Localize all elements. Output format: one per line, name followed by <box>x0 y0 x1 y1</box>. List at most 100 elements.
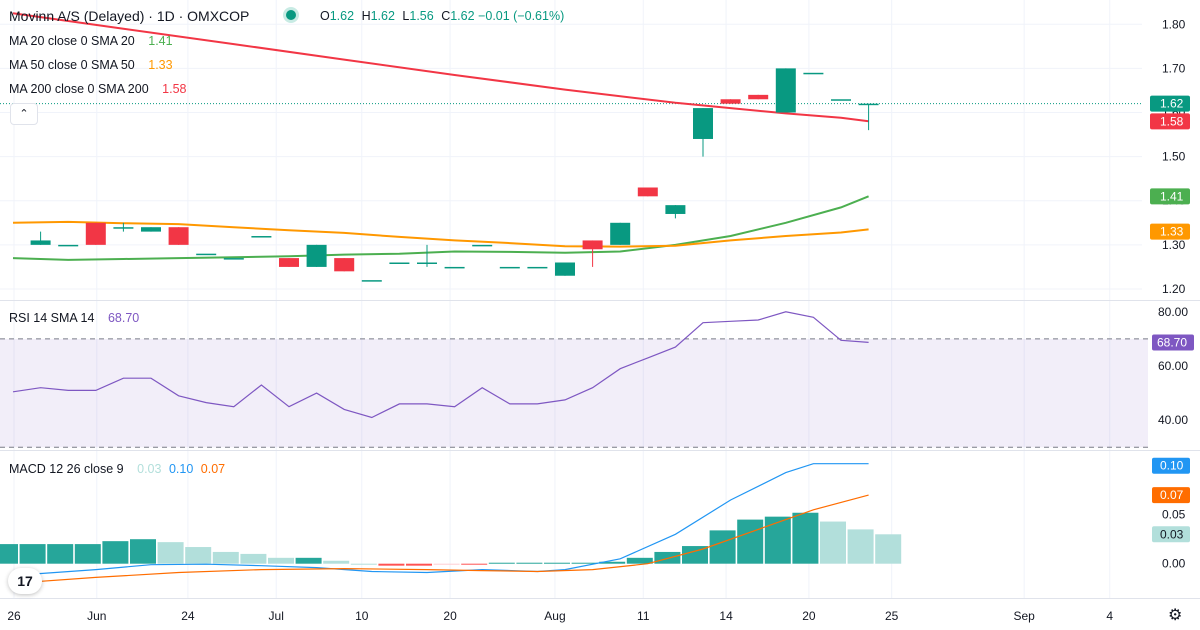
macd-line <box>12 494 869 584</box>
ohlc-readout: O1.62 H1.62 L1.56 C1.62 −0.01 (−0.61%) <box>316 9 564 23</box>
candle-body <box>803 72 824 75</box>
macd-histogram-bar <box>654 551 681 564</box>
time-axis-label: Sep <box>1013 609 1035 623</box>
macd-histogram-bar <box>792 512 819 564</box>
macd-histogram-bar <box>737 519 764 564</box>
rsi-axis-tick: 40.00 <box>1158 413 1188 427</box>
price-axis-label: 1.33 <box>1160 225 1184 239</box>
time-axis-label: 10 <box>355 609 369 623</box>
high-label: H <box>361 9 371 23</box>
candle-body <box>693 108 713 139</box>
change-value: −0.01 (−0.61%) <box>478 9 565 23</box>
time-axis-label: 14 <box>719 609 733 623</box>
candle-body <box>720 99 741 104</box>
macd-value-label-bg <box>1152 487 1190 504</box>
rsi-axis-tick: 60.00 <box>1158 359 1188 373</box>
price-axis-tick: 1.80 <box>1162 17 1186 31</box>
rsi-band-fill <box>0 338 1148 448</box>
close-value: 1.62 <box>450 9 475 23</box>
macd-histogram-bar <box>74 544 101 564</box>
candle-body <box>361 280 382 282</box>
candle-body <box>417 262 437 264</box>
candle-body <box>279 258 299 267</box>
rsi-axis-tick: 80.00 <box>1158 305 1188 319</box>
macd-histogram-bar <box>764 516 791 564</box>
macd-histogram-bar <box>323 560 350 564</box>
ma50-legend[interactable]: MA 50 close 0 SMA 50 1.33 <box>9 57 177 73</box>
chevron-up-icon[interactable]: ⌃ <box>10 103 38 125</box>
macd-histogram-bar <box>130 539 156 564</box>
price-axis-tick: 1.20 <box>1162 282 1186 296</box>
candle-body <box>389 262 410 264</box>
tradingview-logo[interactable]: 17 <box>8 568 42 594</box>
candle-body <box>527 266 548 269</box>
price-axis-label-bg <box>1150 188 1190 205</box>
gear-icon[interactable]: ⚙ <box>1168 607 1183 624</box>
price-axis-label: 1.41 <box>1160 189 1184 203</box>
candle-body <box>665 205 686 214</box>
time-axis-label: 11 <box>637 609 650 623</box>
macd-axis-tick: 0.05 <box>1162 508 1186 522</box>
macd-histogram-bar <box>626 557 653 564</box>
open-label: O <box>320 9 330 23</box>
macd-histogram-bar <box>433 563 460 565</box>
candle-body <box>610 222 631 245</box>
price-axis-label-bg <box>1150 95 1190 112</box>
low-value: 1.56 <box>409 9 434 23</box>
ma-line <box>12 12 869 123</box>
ma20-legend-value: 1.41 <box>148 34 173 48</box>
candle-body <box>113 227 134 229</box>
macd-axis-tick: 0.00 <box>1162 557 1186 571</box>
rsi-legend-label: RSI 14 SMA 14 <box>9 311 95 325</box>
ma20-legend[interactable]: MA 20 close 0 SMA 20 1.41 <box>9 33 177 49</box>
macd-histogram-bar <box>875 534 902 564</box>
macd-legend-label: MACD 12 26 close 9 <box>9 462 124 476</box>
open-value: 1.62 <box>329 9 355 23</box>
rsi-legend-value: 68.70 <box>107 311 140 325</box>
macd-histogram-bar <box>157 542 184 564</box>
candle-body <box>775 68 796 113</box>
close-label: C <box>441 9 451 23</box>
candle-body <box>499 266 520 269</box>
macd-value-label-bg <box>1152 526 1190 543</box>
time-axis-label: Jul <box>269 609 284 623</box>
macd-histogram-bar <box>47 544 74 564</box>
macd-histogram-bar <box>102 541 129 564</box>
ma200-legend[interactable]: MA 200 close 0 SMA 200 1.58 <box>9 81 191 97</box>
candle-body <box>306 244 327 267</box>
macd-histogram-bar <box>709 530 736 564</box>
low-label: L <box>402 9 410 23</box>
time-axis-label: 20 <box>802 609 816 623</box>
rsi-value-label-bg <box>1152 334 1194 351</box>
candle-body <box>582 240 603 250</box>
candle-body <box>58 244 79 247</box>
macd-histogram-bar <box>406 563 432 566</box>
candle-body <box>444 266 465 269</box>
macd-histogram-bar <box>571 562 598 564</box>
macd-histogram-bar <box>820 521 846 564</box>
ma-line <box>12 195 869 261</box>
chart-title: Movinn A/S (Delayed) · 1D · OMXCOP <box>9 8 250 24</box>
macd-histogram-bar <box>185 547 212 564</box>
macd-histogram-bar <box>378 563 405 566</box>
market-status-icon <box>286 10 296 20</box>
macd-histogram-bar <box>488 562 515 564</box>
candle-body <box>472 244 493 247</box>
macd-value-label: 0.10 <box>1160 459 1184 473</box>
macd-value-label: 0.07 <box>1160 488 1184 502</box>
candle-body <box>748 94 769 100</box>
ma50-legend-label: MA 50 close 0 SMA 50 <box>9 58 135 72</box>
macd-histogram-bar <box>240 553 267 564</box>
candle-body <box>85 222 106 245</box>
candle-body <box>334 258 355 272</box>
rsi-line <box>12 311 869 419</box>
macd-legend[interactable]: MACD 12 26 close 9 0.03 0.10 0.07 <box>9 461 229 477</box>
price-axis-label-bg <box>1150 223 1190 240</box>
macd-histogram-bar <box>682 546 708 564</box>
macd-legend-signal: 0.07 <box>200 462 226 476</box>
macd-histogram-bar <box>295 557 322 564</box>
rsi-legend[interactable]: RSI 14 SMA 14 68.70 <box>9 310 143 326</box>
candle-body <box>637 187 658 197</box>
macd-histogram-bar <box>544 562 570 564</box>
